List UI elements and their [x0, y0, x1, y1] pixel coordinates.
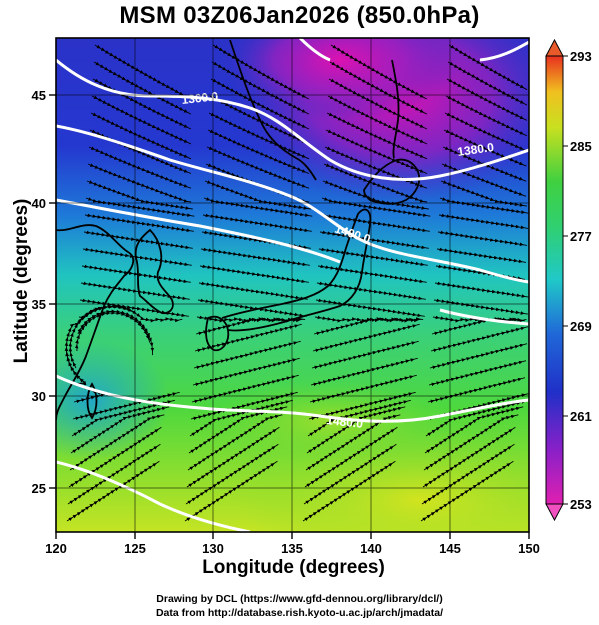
- y-tick-label: 25: [32, 481, 46, 496]
- streamline: [315, 298, 425, 318]
- x-tick-label: 150: [518, 541, 540, 556]
- x-axis-title: Longitude (degrees): [202, 557, 385, 578]
- x-axis-title-wrap: Longitude (degrees): [0, 557, 599, 579]
- x-tick-label: 145: [439, 541, 461, 556]
- y-tick-label: 45: [32, 88, 46, 103]
- footer-credit-data: Data from http://database.rish.kyoto-u.a…: [155, 607, 444, 619]
- y-tick-label: 40: [32, 196, 46, 211]
- contour-1400: [56, 124, 529, 284]
- contour-label-1380: 1380.0: [456, 140, 495, 159]
- x-tick-label: 135: [281, 541, 303, 556]
- y-tick-label: 30: [32, 389, 46, 404]
- colorbar-label: 293: [570, 49, 592, 64]
- colorbar: 293 285 277 269 261 253: [545, 38, 592, 522]
- colorbar-max-arrow: [545, 38, 564, 57]
- coastlines: [56, 39, 421, 421]
- y-tick-label: 35: [32, 297, 46, 312]
- streamline: [437, 230, 528, 247]
- contour-label-1360: 1360.0: [181, 89, 219, 107]
- contour-1480: [56, 374, 529, 423]
- contour-south: [56, 460, 251, 532]
- streamline: [84, 213, 194, 233]
- grid-lines: [56, 38, 529, 532]
- map-title: MSM 03Z06Jan2026 (850.0hPa): [119, 2, 480, 29]
- colorbar-label: 253: [570, 497, 592, 512]
- y-axis-title: Latitude (degrees): [11, 198, 32, 364]
- streamline: [81, 264, 191, 284]
- streamline: [439, 197, 529, 214]
- streamline: [198, 281, 308, 301]
- streamline: [66, 460, 160, 522]
- streamline: [184, 460, 278, 522]
- coastline-hokkaido: [363, 158, 421, 205]
- colorbar-gradient: [545, 55, 564, 505]
- x-tick-label: 130: [202, 541, 224, 556]
- colorbar-label: 269: [570, 319, 592, 334]
- x-tick-label: 125: [124, 541, 146, 556]
- colorbar-label: 285: [570, 139, 592, 154]
- streamline: [434, 281, 529, 298]
- coastline-korea: [134, 228, 174, 315]
- colorbar-label: 261: [570, 409, 592, 424]
- y-axis-ticks: [49, 94, 56, 489]
- contour-east: [439, 308, 529, 326]
- y-axis-tick-labels: 25 30 35 40 45: [32, 88, 46, 496]
- streamline: [199, 264, 309, 284]
- contour-ne-edge: [479, 40, 529, 62]
- coastline-honshu: [221, 208, 372, 332]
- x-axis-ticks: [55, 532, 530, 539]
- x-axis-tick-labels: 120 125 130 135 140 145 150: [45, 541, 540, 556]
- coastline-russia: [229, 39, 317, 181]
- streamline: [82, 247, 192, 267]
- colorbar-min-arrow: [545, 503, 564, 522]
- streamline: [202, 213, 312, 233]
- contour-label-1480: 1480.0: [326, 413, 364, 431]
- footer-credit-dcl: Drawing by DCL (https://www.gfd-dennou.o…: [156, 593, 443, 605]
- x-tick-label: 140: [360, 541, 382, 556]
- streamline: [438, 213, 529, 230]
- streamline: [320, 213, 430, 233]
- streamline: [318, 247, 428, 267]
- streamline: [420, 460, 514, 522]
- colorbar-label: 277: [570, 229, 592, 244]
- x-tick-label: 120: [45, 541, 67, 556]
- streamline: [302, 460, 396, 522]
- contour-north-edge: [298, 38, 331, 62]
- contour-mid: [56, 198, 341, 264]
- streamline: [317, 264, 427, 284]
- streamline: [436, 247, 527, 264]
- coastline-sakhalin: [391, 59, 400, 159]
- streamline: [83, 230, 193, 250]
- coastline-taiwan: [86, 382, 98, 420]
- streamline: [319, 230, 429, 250]
- streamline: [197, 298, 307, 318]
- coastline-china: [56, 224, 135, 421]
- coastline-kyushu: [205, 315, 230, 352]
